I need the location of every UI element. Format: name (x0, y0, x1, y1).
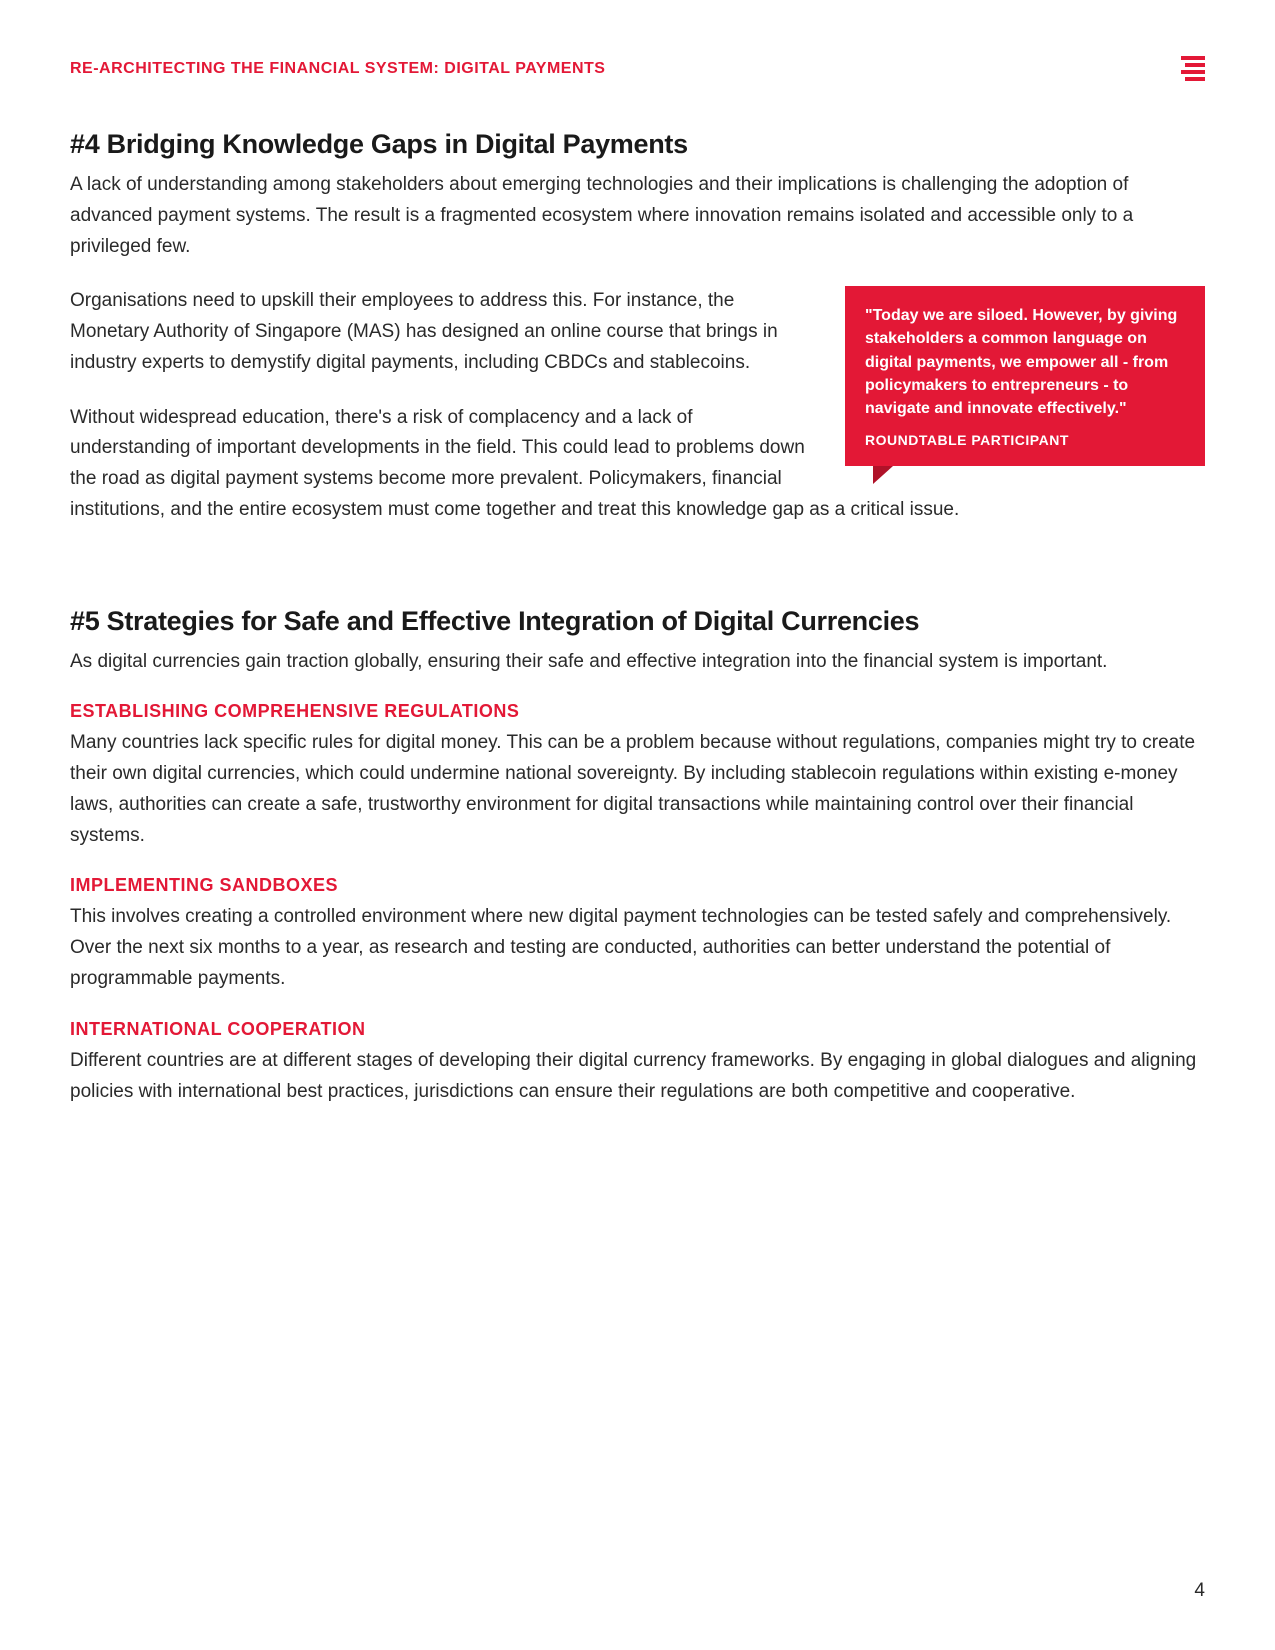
pull-quote-text: "Today we are siloed. However, by giving… (865, 304, 1185, 420)
section-4-heading: #4 Bridging Knowledge Gaps in Digital Pa… (70, 129, 1205, 160)
subbody-sandboxes: This involves creating a controlled envi… (70, 902, 1205, 994)
subbody-cooperation: Different countries are at different sta… (70, 1046, 1205, 1108)
section-4-wrap: "Today we are siloed. However, by giving… (70, 286, 1205, 525)
page-header: RE-ARCHITECTING THE FINANCIAL SYSTEM: DI… (70, 60, 1205, 81)
pull-quote: "Today we are siloed. However, by giving… (845, 286, 1205, 466)
subheading-sandboxes: IMPLEMENTING SANDBOXES (70, 875, 1205, 896)
pull-quote-attribution: ROUNDTABLE PARTICIPANT (865, 432, 1185, 448)
subbody-regulations: Many countries lack specific rules for d… (70, 728, 1205, 851)
subheading-cooperation: INTERNATIONAL COOPERATION (70, 1019, 1205, 1040)
page-number: 4 (1194, 1580, 1205, 1602)
section-5-heading: #5 Strategies for Safe and Effective Int… (70, 606, 1205, 637)
brand-logo-icon (1181, 56, 1205, 81)
subheading-regulations: ESTABLISHING COMPREHENSIVE REGULATIONS (70, 701, 1205, 722)
section-5-intro: As digital currencies gain traction glob… (70, 647, 1205, 678)
section-4-para-1: A lack of understanding among stakeholde… (70, 170, 1205, 262)
running-title: RE-ARCHITECTING THE FINANCIAL SYSTEM: DI… (70, 60, 605, 78)
